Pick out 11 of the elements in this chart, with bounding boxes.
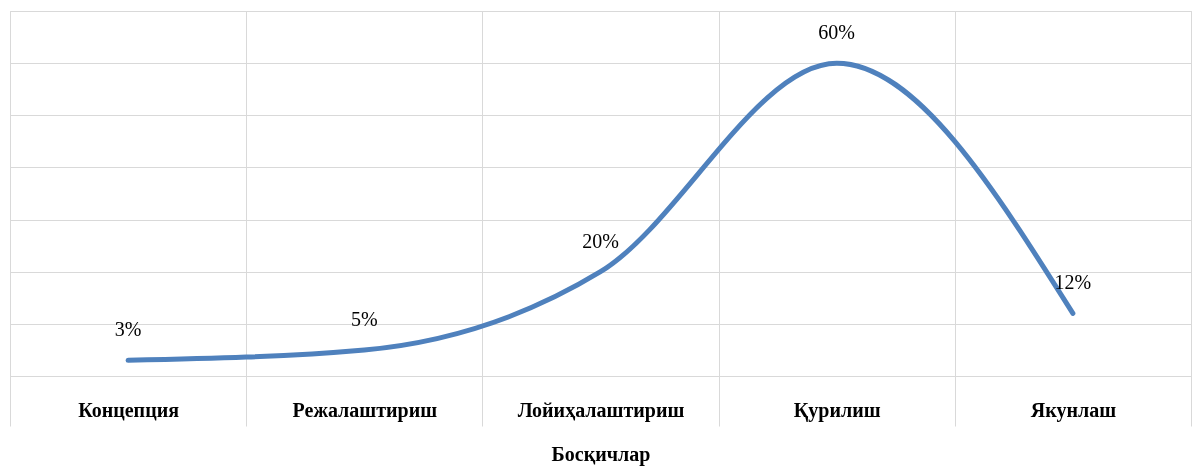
data-label: 12% (1054, 271, 1092, 294)
x-tick-label: Якунлаш (1030, 398, 1117, 422)
data-label: 60% (818, 21, 856, 44)
x-axis-title: Босқичлар (551, 443, 651, 466)
data-label: 20% (582, 229, 619, 252)
x-tick-label: Қурилиш (793, 398, 881, 422)
data-label: 3% (114, 318, 142, 341)
data-label: 5% (350, 307, 378, 330)
x-tick-label: Режалаштириш (292, 398, 438, 422)
x-tick-label: Концепция (78, 398, 180, 421)
x-tick-label: Лойиҳалаштириш (517, 398, 685, 422)
